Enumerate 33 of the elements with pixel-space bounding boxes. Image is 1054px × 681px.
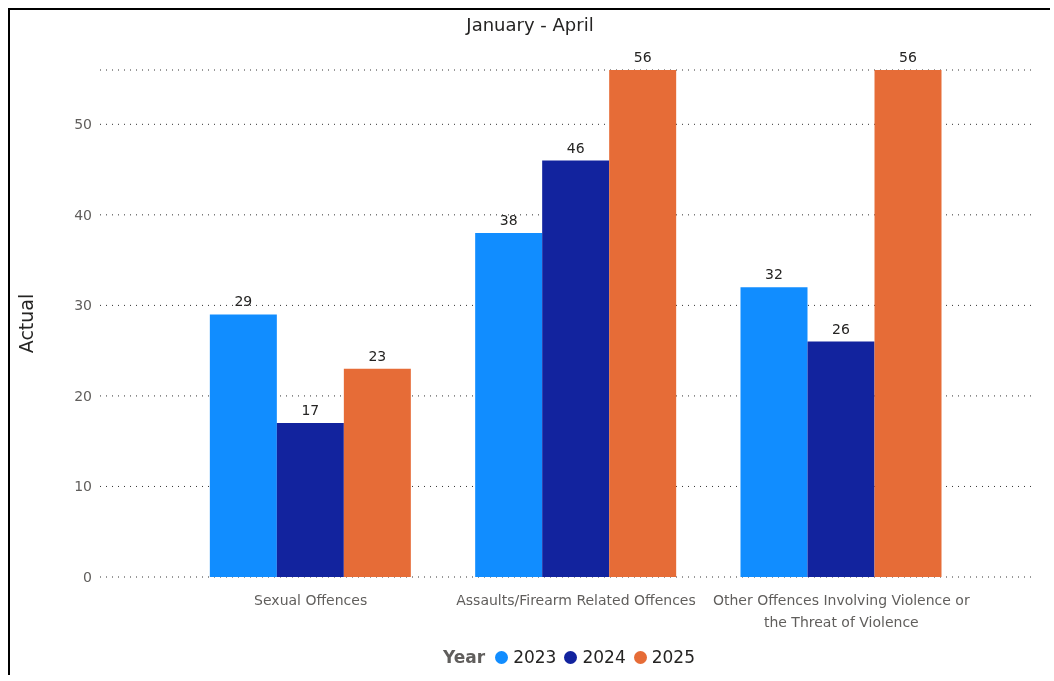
legend-label: 2024 <box>581 647 626 667</box>
legend-label: 2025 <box>650 647 695 667</box>
bar <box>209 314 277 577</box>
data-label: 26 <box>832 320 850 337</box>
y-tick-label: 20 <box>74 387 92 404</box>
bar <box>475 232 543 577</box>
data-label: 56 <box>899 49 917 65</box>
bar <box>874 70 942 577</box>
legend-title: Year <box>443 647 486 667</box>
legend-label: 2023 <box>512 647 557 667</box>
x-tick-label: Other Offences Involving Violence or the Threat of Violence <box>712 591 970 630</box>
y-tick-label: 40 <box>74 206 92 223</box>
bar <box>542 160 610 577</box>
y-tick-label: 10 <box>74 478 92 495</box>
x-tick-label: Assaults/Firearm Related Offences <box>456 591 696 608</box>
bar <box>609 70 677 577</box>
bar <box>343 368 411 577</box>
chart-title: January - April <box>464 13 595 37</box>
y-axis-title: Actual <box>14 293 37 354</box>
bar <box>740 287 808 577</box>
y-tick-label: 30 <box>74 297 92 314</box>
data-label: 32 <box>765 266 783 283</box>
bar <box>276 423 344 577</box>
data-label: 23 <box>368 347 387 364</box>
data-label: 38 <box>499 211 518 228</box>
y-tick-label: 0 <box>83 568 92 585</box>
data-label: 17 <box>301 402 320 419</box>
y-tick-label: 50 <box>74 116 92 133</box>
data-label: 56 <box>633 49 652 65</box>
data-label: 29 <box>234 293 253 310</box>
x-tick-label: Sexual Offences <box>254 591 368 608</box>
bar <box>807 341 875 577</box>
data-label: 46 <box>566 139 585 156</box>
